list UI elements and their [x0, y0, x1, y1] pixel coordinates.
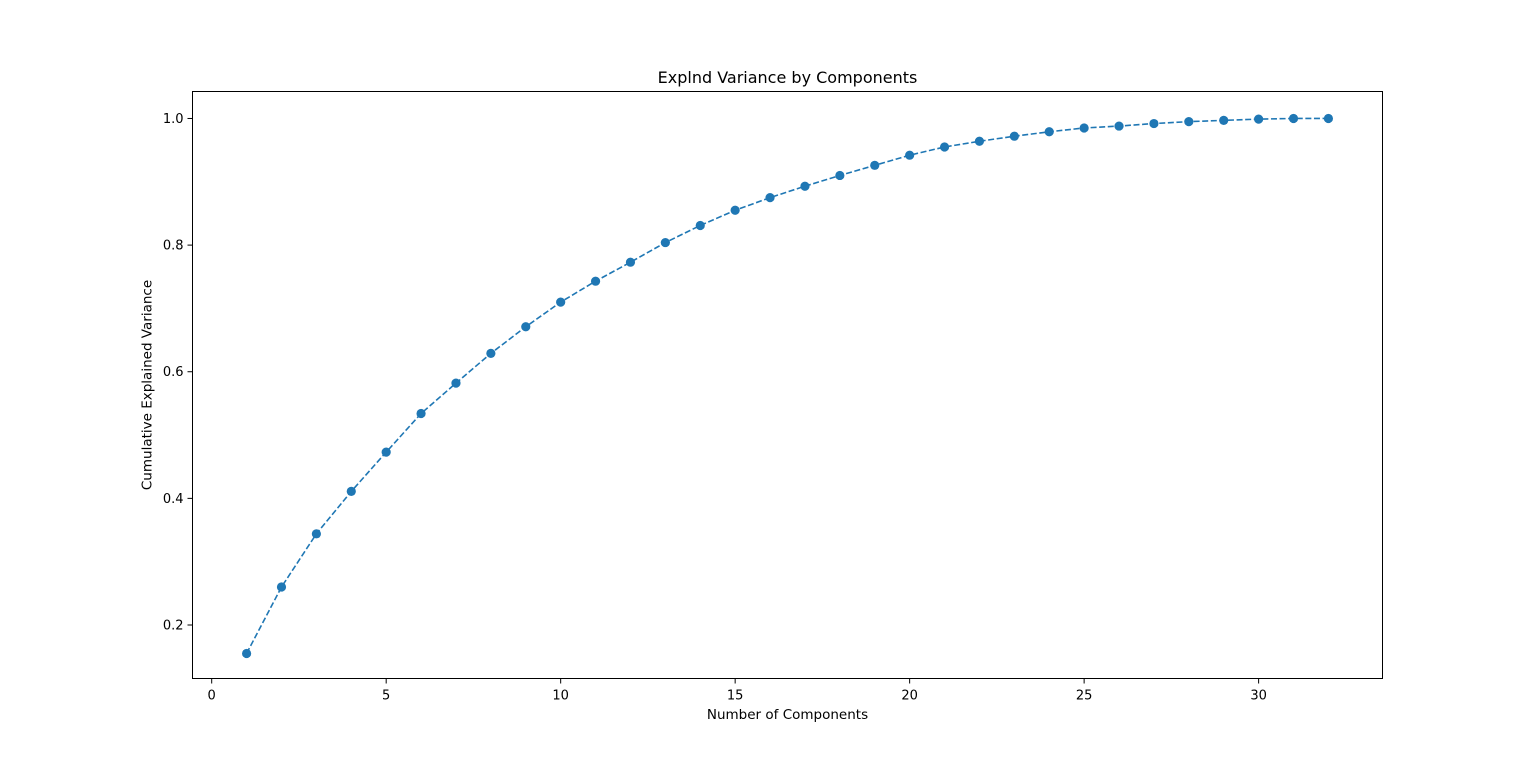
data-point: [1219, 115, 1229, 125]
data-point: [346, 486, 356, 497]
data-point: [1254, 114, 1264, 124]
data-point: [1044, 127, 1054, 137]
x-tick-label: 0: [208, 689, 216, 704]
data-point: [765, 193, 775, 203]
data-point: [416, 408, 426, 419]
data-point: [625, 257, 636, 267]
data-point: [1079, 123, 1089, 133]
data-point: [974, 136, 985, 146]
y-axis-label: Cumulative Explained Variance: [140, 280, 156, 490]
y-tick-label: 0.8: [163, 239, 184, 254]
data-point: [1114, 121, 1124, 131]
x-tick-label: 30: [1250, 689, 1267, 704]
x-tick-label: 20: [901, 689, 918, 704]
x-tick-label: 5: [382, 689, 390, 704]
data-point: [939, 142, 950, 152]
x-tick-label: 15: [727, 689, 744, 704]
data-point: [1184, 117, 1194, 127]
data-point: [730, 205, 740, 215]
data-point: [870, 160, 880, 170]
data-point: [1149, 118, 1159, 129]
x-tick-label: 25: [1076, 689, 1093, 704]
data-point: [381, 447, 391, 457]
data-point: [241, 648, 252, 659]
x-axis-ticks: 0 5 10 15 20 25 30: [208, 678, 1267, 704]
series-layer: [241, 113, 1334, 659]
data-point: [835, 170, 845, 181]
x-axis-label: Number of Components: [707, 707, 868, 723]
data-point: [800, 181, 810, 191]
chart-title: Explnd Variance by Components: [658, 68, 918, 87]
data-point: [905, 150, 915, 160]
data-point: [695, 220, 705, 231]
data-point: [1009, 131, 1019, 141]
x-tick-label: 10: [552, 689, 569, 704]
data-point: [660, 237, 670, 248]
y-tick-label: 0.4: [163, 492, 184, 507]
data-point: [486, 348, 496, 358]
data-point: [556, 297, 566, 307]
y-tick-label: 0.6: [163, 365, 184, 380]
data-point: [451, 378, 461, 388]
y-tick-label: 1.0: [163, 112, 184, 127]
data-point: [311, 529, 321, 539]
data-point: [1323, 113, 1334, 124]
data-point: [276, 582, 287, 592]
data-point: [521, 322, 531, 332]
data-point: [590, 276, 601, 286]
data-point: [1288, 113, 1299, 124]
plot-area-frame: [192, 91, 1383, 679]
series-line: [245, 117, 1329, 654]
y-axis-ticks: 0.2 0.4 0.6 0.8 1.0: [163, 112, 193, 633]
y-tick-label: 0.2: [163, 618, 184, 633]
